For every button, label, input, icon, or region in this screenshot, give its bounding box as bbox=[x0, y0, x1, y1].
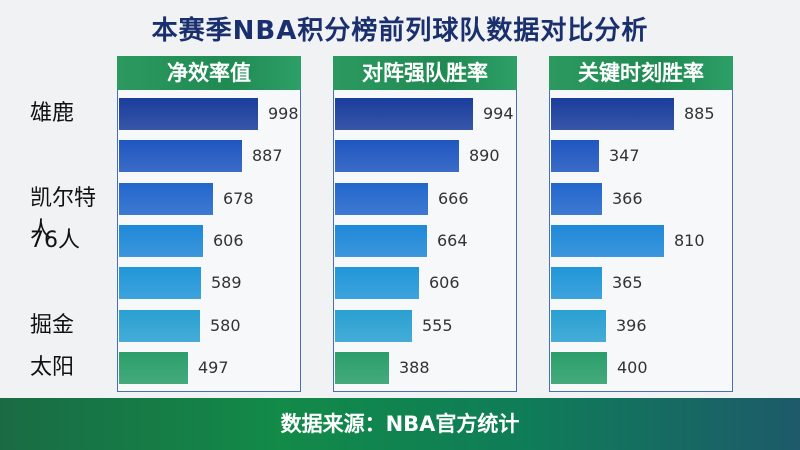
team-label: 凯尔特人 bbox=[30, 186, 97, 243]
value-label: 998 bbox=[268, 104, 299, 123]
value-label: 365 bbox=[612, 273, 643, 292]
value-label: 885 bbox=[684, 104, 715, 123]
team-label: 掘金 bbox=[30, 313, 75, 338]
panel-header: 对阵强队胜率 bbox=[333, 56, 517, 90]
bar bbox=[551, 140, 599, 172]
bar bbox=[335, 183, 428, 215]
bar bbox=[119, 98, 258, 130]
bar bbox=[551, 267, 602, 299]
value-label: 664 bbox=[437, 231, 468, 250]
value-label: 366 bbox=[612, 189, 643, 208]
team-label: 太阳 bbox=[30, 355, 75, 380]
value-label: 887 bbox=[252, 146, 283, 165]
footer-source: 数据来源：NBA官方统计 bbox=[0, 398, 800, 450]
value-label: 388 bbox=[399, 358, 430, 377]
team-label: 76人 bbox=[30, 228, 80, 253]
value-label: 666 bbox=[438, 189, 469, 208]
value-label: 347 bbox=[609, 146, 640, 165]
chart-title: 本赛季NBA积分榜前列球队数据对比分析 bbox=[151, 16, 649, 46]
value-label: 810 bbox=[674, 231, 705, 250]
bar bbox=[119, 225, 203, 257]
bar bbox=[335, 310, 412, 342]
value-label: 606 bbox=[213, 231, 244, 250]
value-label: 890 bbox=[469, 146, 500, 165]
bar bbox=[335, 352, 389, 384]
bar bbox=[119, 352, 188, 384]
value-label: 678 bbox=[223, 189, 254, 208]
value-label: 497 bbox=[198, 358, 229, 377]
value-label: 555 bbox=[422, 316, 453, 335]
value-label: 994 bbox=[483, 104, 514, 123]
value-label: 580 bbox=[210, 316, 241, 335]
bar bbox=[335, 98, 473, 130]
value-label: 589 bbox=[211, 273, 242, 292]
bar bbox=[119, 310, 200, 342]
bar bbox=[119, 267, 201, 299]
team-label: 雄鹿 bbox=[30, 101, 75, 126]
bar bbox=[335, 267, 419, 299]
bar bbox=[119, 140, 242, 172]
panel-header: 净效率值 bbox=[117, 56, 301, 90]
bar bbox=[551, 352, 607, 384]
bar bbox=[335, 225, 427, 257]
bar bbox=[551, 310, 606, 342]
bar bbox=[119, 183, 213, 215]
value-label: 606 bbox=[429, 273, 460, 292]
bar bbox=[551, 225, 664, 257]
value-label: 396 bbox=[616, 316, 647, 335]
panel-header: 关键时刻胜率 bbox=[549, 56, 733, 90]
bar bbox=[335, 140, 459, 172]
bar bbox=[551, 98, 674, 130]
value-label: 400 bbox=[617, 358, 648, 377]
bar bbox=[551, 183, 602, 215]
